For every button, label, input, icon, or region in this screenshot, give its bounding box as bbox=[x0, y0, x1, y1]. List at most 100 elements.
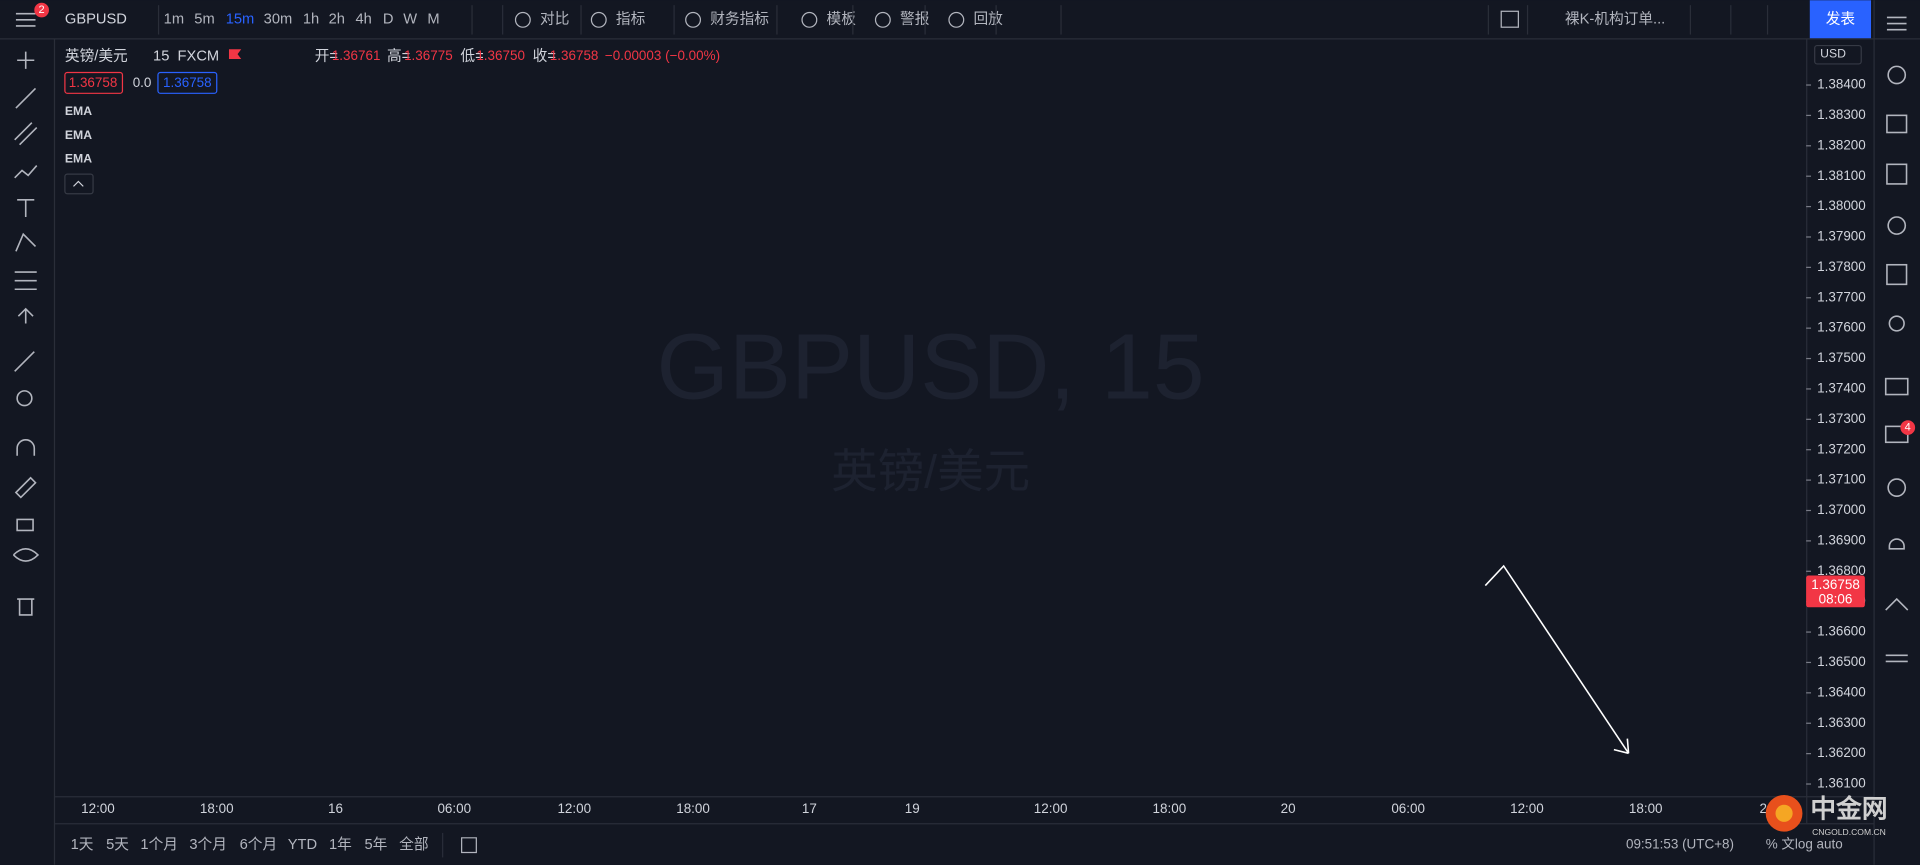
goto-icon[interactable] bbox=[461, 837, 477, 854]
interval[interactable]: M bbox=[427, 12, 439, 28]
menu-icon[interactable] bbox=[15, 12, 36, 27]
x-tick-label: 20 bbox=[1281, 801, 1296, 816]
x-tick-label: 18:00 bbox=[200, 801, 234, 816]
x-tick-label: 17 bbox=[802, 801, 817, 816]
text-tool[interactable] bbox=[17, 199, 35, 217]
range-button[interactable]: 1天 bbox=[71, 837, 94, 853]
interval[interactable]: 15m bbox=[226, 12, 255, 28]
bid-box[interactable] bbox=[64, 71, 124, 94]
toolbar-button[interactable]: 模板 bbox=[827, 10, 857, 28]
ask[interactable]: 1.36758 bbox=[163, 75, 212, 90]
zoom-tool[interactable] bbox=[16, 390, 33, 407]
x-tick-label: 16 bbox=[328, 801, 343, 816]
news-icon[interactable] bbox=[1886, 114, 1908, 134]
range-button[interactable]: 5天 bbox=[106, 837, 129, 853]
range-button[interactable]: YTD bbox=[288, 837, 317, 853]
scale-options[interactable]: % 文log auto bbox=[1766, 837, 1843, 852]
range-button[interactable]: 6个月 bbox=[240, 836, 278, 853]
y-tick-label: 1.36600 bbox=[1817, 624, 1866, 639]
magnet-tool[interactable] bbox=[16, 439, 36, 456]
range-button[interactable]: 3个月 bbox=[189, 836, 227, 853]
toolbar-button[interactable]: 警报 bbox=[900, 11, 930, 28]
y-tick-label: 1.38000 bbox=[1817, 198, 1866, 213]
ruler-tool[interactable] bbox=[14, 351, 35, 372]
currency-box[interactable] bbox=[1814, 44, 1862, 65]
interval[interactable]: 1m bbox=[164, 12, 184, 28]
line-tool[interactable] bbox=[15, 87, 37, 109]
fib-tool[interactable] bbox=[14, 122, 38, 146]
toolbar-button[interactable]: 财务指标 bbox=[710, 11, 769, 28]
interval[interactable]: 1h bbox=[303, 12, 319, 28]
draw-mode[interactable] bbox=[14, 476, 37, 499]
collapse-icon[interactable] bbox=[73, 180, 84, 187]
interval[interactable]: 30m bbox=[264, 12, 293, 28]
button-icon[interactable] bbox=[801, 11, 818, 28]
toolbar-button[interactable]: 回放 bbox=[973, 11, 1003, 28]
interval[interactable]: 4h bbox=[356, 12, 372, 28]
x-tick-label: 12:00 bbox=[557, 801, 591, 816]
ui-layer: 2 GBPUSD 1m 5m 15m 30m 1h 2h 4h D W M 对比 指标 财务指标 模板 警报 回放… bbox=[34, 0, 1916, 858]
publish-label[interactable]: 发表 bbox=[1826, 11, 1856, 28]
calendar-icon[interactable] bbox=[1886, 263, 1908, 286]
interval[interactable]: W bbox=[403, 12, 417, 28]
legend-open: 1.36761 bbox=[332, 48, 381, 63]
bid[interactable]: 1.36758 bbox=[69, 75, 118, 90]
range-button[interactable]: 1年 bbox=[329, 836, 352, 853]
interval[interactable]: 5m bbox=[194, 12, 214, 28]
y-tick-label: 1.38100 bbox=[1817, 168, 1866, 183]
publish-button[interactable] bbox=[1809, 0, 1872, 39]
y-tick-label: 1.37600 bbox=[1817, 320, 1866, 335]
countdown: 08:06 bbox=[1819, 592, 1853, 607]
interval[interactable]: 2h bbox=[329, 12, 345, 28]
layout-toggle[interactable] bbox=[1500, 10, 1519, 28]
x-tick-label: 18:00 bbox=[1629, 801, 1663, 816]
toolbar-button[interactable]: 对比 bbox=[540, 11, 569, 28]
data-icon[interactable] bbox=[1886, 163, 1908, 185]
stream-icon[interactable] bbox=[1887, 478, 1907, 497]
watchlist-icon[interactable] bbox=[1886, 16, 1907, 31]
pattern-tool[interactable] bbox=[14, 165, 38, 179]
dom-icon[interactable] bbox=[1885, 654, 1908, 663]
prediction-tool[interactable] bbox=[15, 232, 37, 252]
collapse-button[interactable] bbox=[64, 173, 94, 195]
y-tick-label: 1.36800 bbox=[1817, 563, 1866, 578]
y-tick-label: 1.36100 bbox=[1817, 776, 1866, 791]
symbol[interactable]: GBPUSD bbox=[65, 12, 127, 28]
range-button[interactable]: 全部 bbox=[399, 835, 428, 853]
cross-tool[interactable] bbox=[17, 51, 35, 69]
order-icon[interactable] bbox=[1885, 597, 1909, 611]
alerts-icon[interactable] bbox=[1887, 65, 1907, 85]
badge bbox=[34, 2, 49, 18]
x-tick-label: 2 bbox=[1760, 801, 1767, 816]
badge-count: 2 bbox=[39, 4, 45, 16]
notification-icon[interactable] bbox=[1888, 538, 1905, 550]
hotlist-icon[interactable] bbox=[1887, 216, 1907, 235]
logo-inner bbox=[1775, 804, 1793, 822]
x-tick-label: 18:00 bbox=[1153, 801, 1187, 816]
x-tick-label: 19 bbox=[905, 801, 920, 816]
interval[interactable]: D bbox=[383, 12, 394, 28]
chat-icon[interactable] bbox=[1884, 377, 1909, 396]
delete-tool[interactable] bbox=[17, 598, 35, 616]
hide-tool[interactable] bbox=[12, 548, 40, 562]
button-icon[interactable] bbox=[514, 11, 531, 28]
y-tick-label: 1.38200 bbox=[1817, 137, 1866, 152]
y-tick-label: 1.37200 bbox=[1817, 441, 1866, 456]
arrow-tool[interactable] bbox=[17, 307, 34, 324]
forecast-arrow bbox=[1484, 564, 1630, 755]
button-icon[interactable] bbox=[948, 11, 965, 28]
toolbar-button[interactable]: 指标 bbox=[616, 11, 646, 28]
lock-tool[interactable] bbox=[16, 518, 34, 532]
range-button[interactable]: 5年 bbox=[364, 836, 387, 853]
ideas-icon[interactable] bbox=[1888, 315, 1905, 332]
currency[interactable]: USD bbox=[1820, 46, 1846, 60]
template-name[interactable]: 裸K-机构订单... bbox=[1565, 11, 1665, 28]
x-tick-label: 06:00 bbox=[1391, 801, 1425, 816]
button-icon[interactable] bbox=[685, 11, 702, 28]
button-icon[interactable] bbox=[874, 11, 891, 28]
range-button[interactable]: 1个月 bbox=[140, 836, 178, 853]
ask-box[interactable] bbox=[157, 71, 218, 94]
flag bbox=[228, 49, 242, 60]
measure-group[interactable] bbox=[14, 271, 37, 291]
button-icon[interactable] bbox=[590, 11, 607, 28]
